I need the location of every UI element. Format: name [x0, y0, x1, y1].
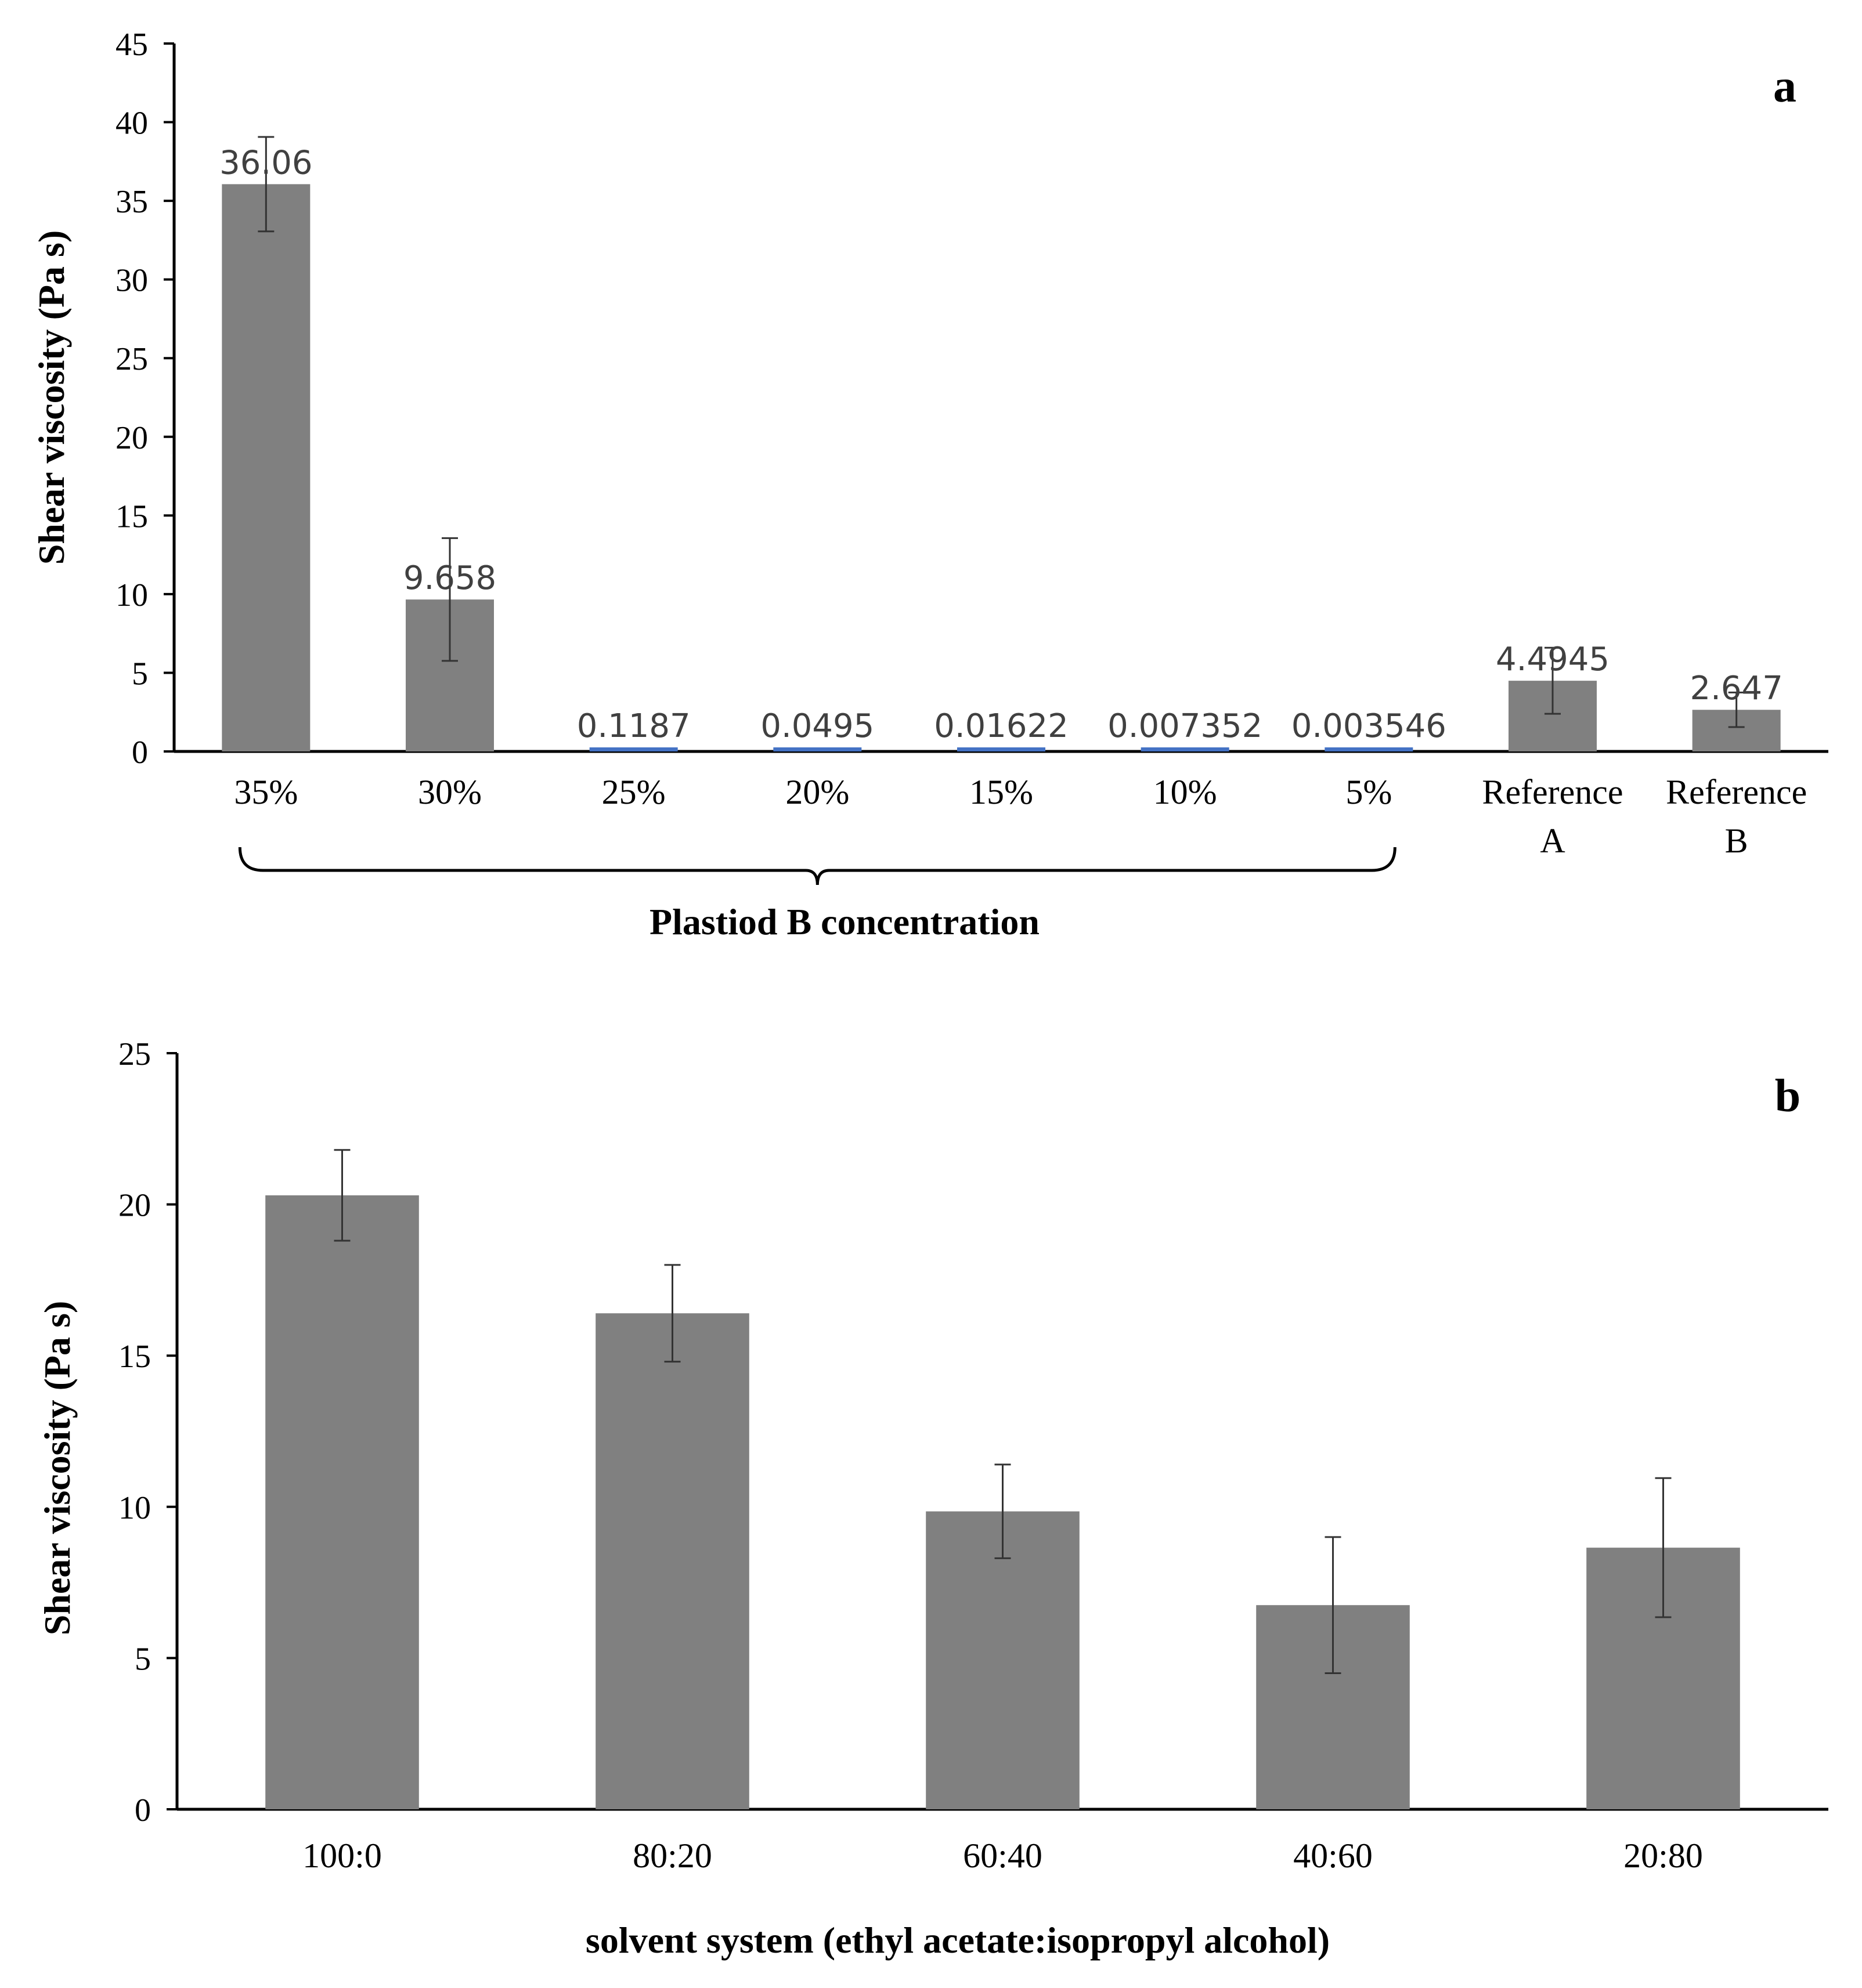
panel-label-a: a: [1773, 61, 1796, 112]
y-tick-label: 10: [118, 1490, 151, 1526]
y-tick-label: 10: [116, 577, 148, 613]
y-tick-label: 25: [116, 341, 148, 377]
data-label: 4.4945: [1496, 641, 1610, 678]
data-label: 0.01622: [934, 707, 1069, 745]
y-tick-label: 5: [132, 656, 148, 692]
bar: [1325, 747, 1413, 751]
group-label-a: Plastiod B concentration: [649, 901, 1040, 942]
bar: [926, 1511, 1080, 1809]
bar: [589, 747, 678, 751]
y-tick-label: 30: [116, 263, 148, 299]
y-tick-label: 0: [135, 1792, 151, 1828]
x-tick-label: Reference B: [1666, 773, 1807, 860]
x-axis-title-b: solvent system (ethyl acetate:isopropyl …: [586, 1920, 1330, 1961]
chart-a: a Shear viscosity (Pa s) Plastiod B conc…: [31, 27, 1828, 942]
y-tick-label: 15: [116, 498, 148, 534]
data-label: 9.658: [403, 559, 496, 597]
data-label: 2.647: [1690, 670, 1783, 707]
data-label: 0.0495: [760, 707, 874, 745]
x-tick-label: 35%: [234, 773, 298, 811]
x-tick-label: 80:20: [633, 1837, 712, 1875]
x-tick-label: Reference A: [1482, 773, 1623, 860]
data-label: 0.1187: [577, 707, 691, 745]
x-tick-label: 100:0: [302, 1837, 382, 1875]
data-label: 36.06: [219, 144, 312, 182]
x-tick-label: 60:40: [963, 1837, 1042, 1875]
y-tick-label: 40: [116, 106, 148, 142]
y-tick-label: 15: [118, 1339, 151, 1375]
x-tick-label: 20:80: [1623, 1837, 1703, 1875]
group-bracket: [238, 847, 1396, 885]
bar: [265, 1195, 419, 1809]
y-tick-label: 45: [116, 27, 148, 63]
y-tick-label: 25: [118, 1036, 151, 1072]
y-tick-label: 0: [132, 735, 148, 771]
bar: [1141, 747, 1229, 751]
x-tick-label: 20%: [785, 773, 849, 811]
x-tick-label: 25%: [602, 773, 666, 811]
data-label: 0.007352: [1107, 707, 1262, 745]
data-label: 0.003546: [1291, 707, 1446, 745]
bar: [596, 1313, 749, 1809]
y-axis-title-a: Shear viscosity (Pa s): [31, 230, 72, 565]
y-tick-label: 5: [135, 1641, 151, 1677]
bar: [957, 747, 1045, 751]
bar: [222, 184, 311, 752]
y-tick-label: 35: [116, 184, 148, 220]
x-tick-label: 15%: [969, 773, 1033, 811]
y-tick-label: 20: [116, 420, 148, 456]
x-tick-label: 10%: [1153, 773, 1217, 811]
y-axis-title-b: Shear viscosity (Pa s): [37, 1301, 78, 1636]
x-tick-label: 30%: [418, 773, 482, 811]
x-tick-label: 40:60: [1293, 1837, 1373, 1875]
chart-b: b Shear viscosity (Pa s) solvent system …: [37, 1036, 1828, 1961]
y-tick-label: 20: [118, 1188, 151, 1224]
panel-label-b: b: [1775, 1071, 1801, 1122]
bar: [773, 747, 862, 751]
x-tick-label: 5%: [1345, 773, 1392, 811]
